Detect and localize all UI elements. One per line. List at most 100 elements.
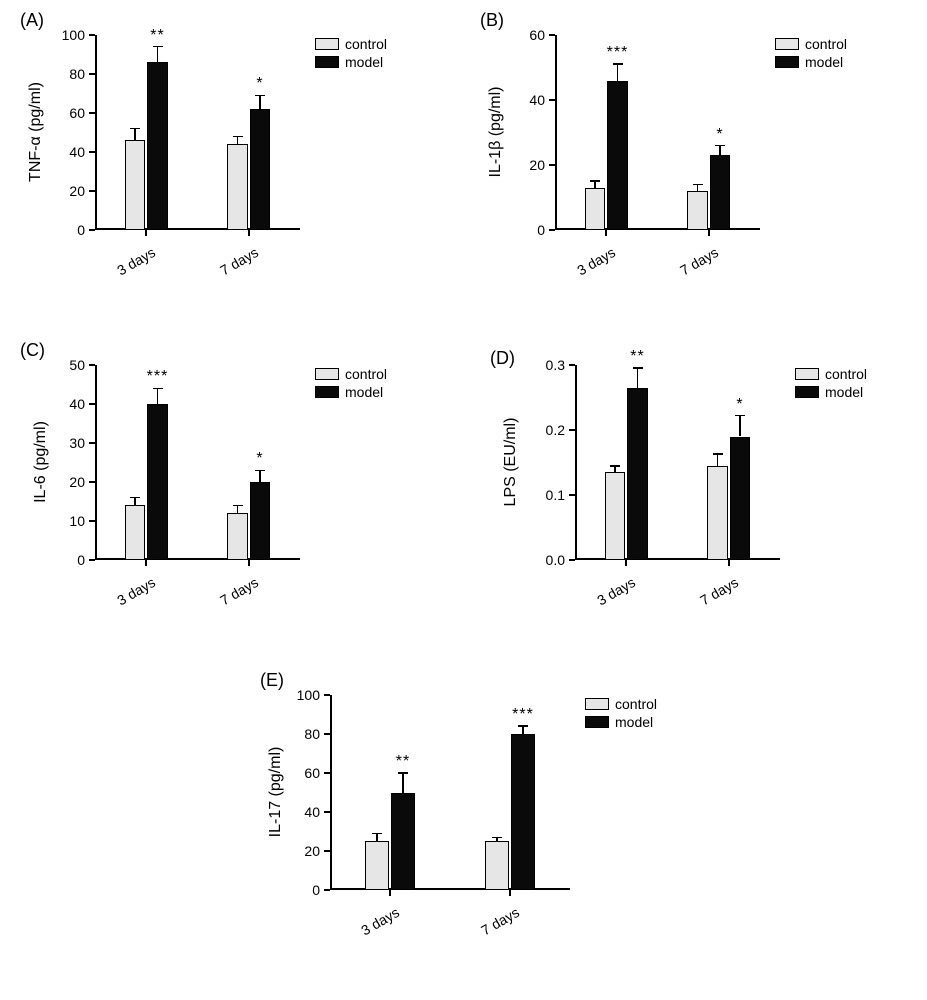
xtick-label: 3 days: [115, 574, 159, 608]
ytick-label: 40: [290, 804, 320, 820]
error-bar: [739, 416, 741, 437]
ytick: [89, 151, 95, 153]
legend-label-control: control: [345, 366, 387, 382]
panel-b-label: (B): [480, 10, 504, 31]
bar-control: [227, 513, 248, 560]
legend-swatch-model: [315, 386, 339, 398]
error-bar: [717, 454, 719, 466]
error-bar: [134, 129, 136, 141]
panel-a-legend: control model: [315, 35, 387, 71]
ytick-label: 20: [55, 474, 85, 490]
legend-swatch-control: [775, 38, 799, 50]
xtick: [389, 890, 391, 896]
error-bar: [157, 388, 159, 404]
error-bar: [134, 498, 136, 506]
error-cap: [130, 497, 140, 499]
significance-marker: ***: [512, 706, 534, 724]
panel-c-legend: control model: [315, 365, 387, 401]
significance-marker: ***: [147, 368, 169, 386]
panel-b-yaxis: [555, 35, 557, 230]
ytick: [569, 559, 575, 561]
bar-model: [250, 482, 271, 560]
ytick-label: 0: [290, 882, 320, 898]
xtick: [708, 230, 710, 236]
error-cap: [610, 465, 620, 467]
bar-control: [707, 466, 728, 560]
ytick: [324, 772, 330, 774]
error-bar: [719, 146, 721, 156]
bar-control: [125, 140, 146, 230]
panel-d-label: (D): [490, 348, 515, 369]
xtick-label: 3 days: [358, 904, 402, 938]
error-cap: [398, 772, 408, 774]
ytick: [549, 99, 555, 101]
bar-control: [125, 505, 146, 560]
bar-control: [605, 472, 626, 560]
bar-model: [627, 388, 648, 560]
ytick-label: 20: [55, 183, 85, 199]
error-bar: [617, 64, 619, 80]
xtick-label: 3 days: [595, 574, 639, 608]
error-cap: [693, 184, 703, 186]
error-bar: [697, 185, 699, 192]
bar-control: [365, 841, 389, 890]
error-cap: [633, 367, 643, 369]
ytick-label: 0: [55, 222, 85, 238]
legend-item-model: model: [315, 383, 387, 401]
error-bar: [637, 368, 639, 388]
legend-swatch-model: [775, 56, 799, 68]
significance-marker: ***: [607, 44, 629, 62]
significance-marker: **: [630, 348, 644, 366]
ytick-label: 40: [55, 144, 85, 160]
xtick: [625, 560, 627, 566]
ytick-label: 100: [55, 27, 85, 43]
legend-label-model: model: [825, 384, 863, 400]
error-bar: [402, 773, 404, 793]
xtick-label: 7 days: [478, 904, 522, 938]
legend-item-model: model: [775, 53, 847, 71]
significance-marker: **: [396, 753, 410, 771]
legend-swatch-model: [315, 56, 339, 68]
ytick: [89, 442, 95, 444]
ytick-label: 10: [55, 513, 85, 529]
error-cap: [255, 95, 265, 97]
panel-c-yaxis: [95, 365, 97, 560]
bar-model: [391, 793, 415, 891]
ytick: [549, 164, 555, 166]
panel-a-yaxis: [95, 35, 97, 230]
ytick: [89, 229, 95, 231]
ytick: [89, 520, 95, 522]
ytick-label: 50: [55, 357, 85, 373]
ytick: [324, 694, 330, 696]
error-bar: [259, 470, 261, 482]
error-bar: [237, 505, 239, 513]
significance-marker: **: [150, 27, 164, 45]
error-cap: [153, 388, 163, 390]
xtick-label: 7 days: [677, 244, 721, 278]
ytick: [89, 481, 95, 483]
xtick: [145, 230, 147, 236]
bar-model: [730, 437, 751, 561]
legend-swatch-control: [795, 368, 819, 380]
panel-a-ylabel: TNF-α (pg/ml): [27, 82, 45, 182]
xtick-label: 3 days: [115, 244, 159, 278]
ytick-label: 60: [515, 27, 545, 43]
legend-swatch-control: [585, 698, 609, 710]
ytick: [324, 889, 330, 891]
panel-a-label: (A): [20, 10, 44, 31]
legend-swatch-control: [315, 38, 339, 50]
bar-model: [147, 62, 168, 230]
bar-control: [485, 841, 509, 890]
ytick-label: 40: [515, 92, 545, 108]
legend-label-control: control: [345, 36, 387, 52]
ytick: [89, 190, 95, 192]
ytick-label: 0.2: [535, 422, 565, 438]
legend-label-control: control: [825, 366, 867, 382]
panel-e-yaxis: [330, 695, 332, 890]
xtick-label: 7 days: [697, 574, 741, 608]
error-cap: [613, 63, 623, 65]
error-cap: [713, 453, 723, 455]
panel-c-ylabel: IL-6 (pg/ml): [32, 421, 50, 503]
xtick-label: 7 days: [217, 244, 261, 278]
error-cap: [233, 136, 243, 138]
